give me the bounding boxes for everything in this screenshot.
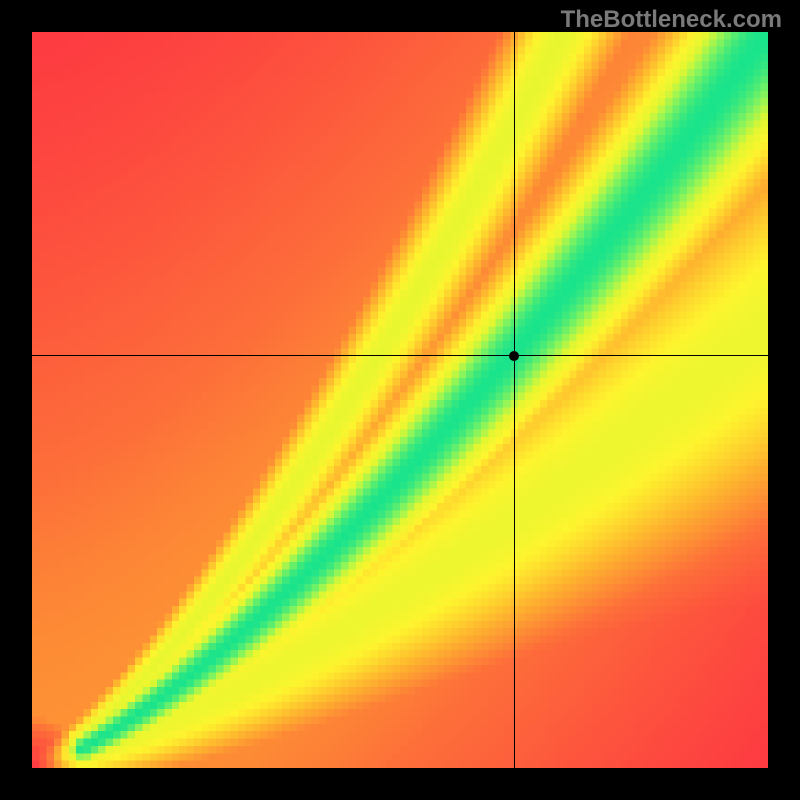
crosshair-vertical bbox=[514, 32, 515, 768]
bottleneck-heatmap bbox=[32, 32, 768, 768]
watermark-text: TheBottleneck.com bbox=[561, 6, 782, 34]
crosshair-horizontal bbox=[32, 355, 768, 356]
crosshair-point bbox=[509, 351, 519, 361]
chart-container: TheBottleneck.com bbox=[0, 0, 800, 800]
